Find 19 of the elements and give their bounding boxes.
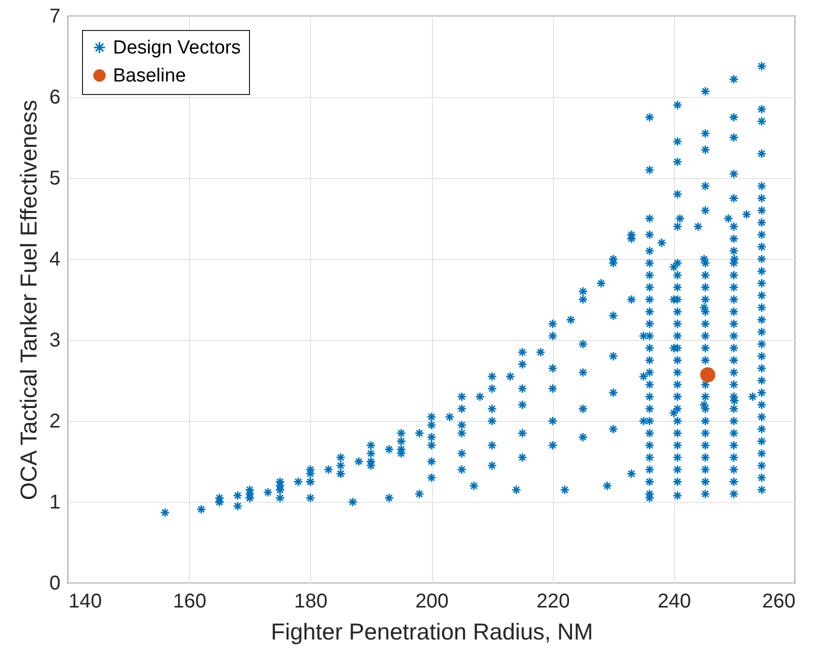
x-tick-label: 180 [294,590,328,612]
x-tick-label: 240 [658,590,692,612]
y-tick-label: 2 [49,410,60,432]
y-tick-label: 5 [49,168,60,190]
x-axis-title: Fighter Penetration Radius, NM [270,618,594,644]
y-tick-label: 6 [49,86,60,108]
y-axis-title: OCA Tactical Tanker Fuel Effectiveness [15,100,42,500]
x-tick-label: 260 [762,590,796,612]
x-tick-label: 200 [415,590,449,612]
x-tick-label: 160 [172,590,206,612]
legend-label: Design Vectors [113,38,241,58]
x-tick-label: 140 [68,590,102,612]
y-tick-label: 4 [49,248,60,270]
legend-label: Baseline [113,66,186,86]
y-tick-label: 3 [49,330,60,352]
x-tick-label: 220 [536,590,570,612]
y-tick-label: 7 [49,6,60,28]
y-tick-label: 0 [49,572,60,594]
y-tick-label: 1 [49,492,60,514]
